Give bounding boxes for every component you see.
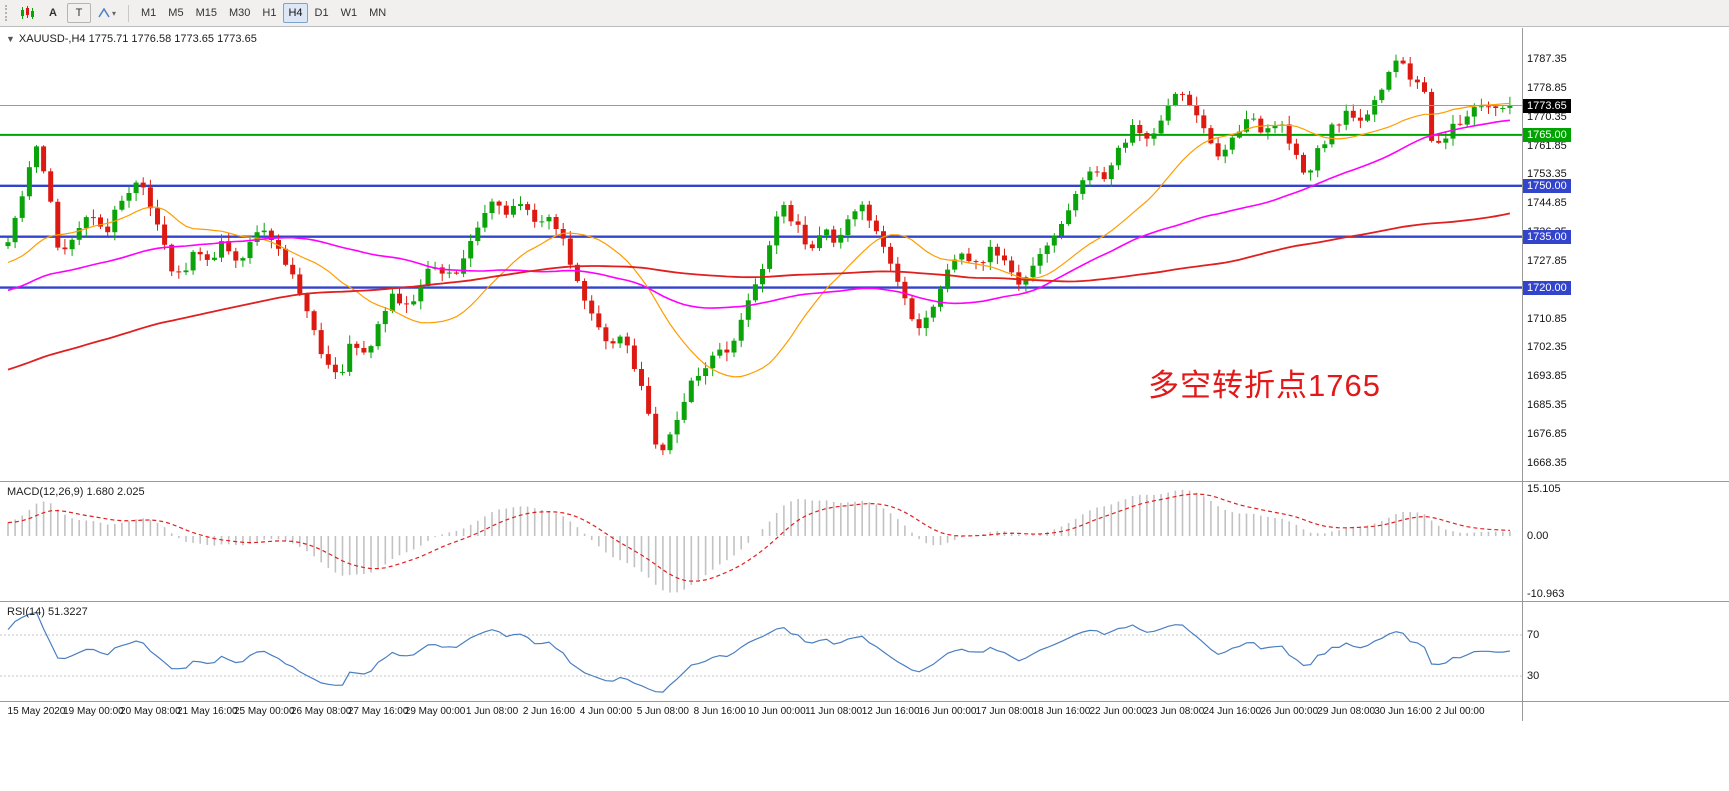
hline-price-badge: 1750.00 <box>1523 178 1571 193</box>
rsi-axis-label: 30 <box>1527 670 1540 682</box>
time-axis-label: 5 Jun 08:00 <box>636 706 689 717</box>
price-axis-border <box>1522 28 1523 721</box>
time-axis-label: 22 Jun 00:00 <box>1089 706 1148 717</box>
time-axis-label: 23 Jun 08:00 <box>1146 706 1205 717</box>
chart-annotation-text[interactable]: 多空转折点1765 <box>1148 368 1381 403</box>
timeframe-button-h1[interactable]: H1 <box>262 7 277 19</box>
time-axis-label: 1 Jun 08:00 <box>465 706 519 717</box>
rsi-label: RSI(14) 51.3227 <box>7 606 88 618</box>
macd-axis-label: 0.00 <box>1527 530 1549 543</box>
toolbar: A T ▾ M1 M5 M15 M30 H1 H4 D1 W1 MN <box>0 0 1729 27</box>
macd-label: MACD(12,26,9) 1.680 2.025 <box>7 486 145 498</box>
toolbar-separator <box>128 4 130 22</box>
time-axis-label: 29 Jun 08:00 <box>1317 706 1376 717</box>
collapse-icon[interactable]: ▼ <box>6 34 15 44</box>
time-axis-label: 11 Jun 08:00 <box>805 706 863 717</box>
chevron-down-icon: ▾ <box>112 8 117 18</box>
time-axis-label: 26 May 08:00 <box>290 706 352 717</box>
timeframe-button-m5[interactable]: M5 <box>168 7 184 19</box>
time-axis-label: 18 Jun 16:00 <box>1032 706 1091 717</box>
timeframe-button-d1[interactable]: D1 <box>314 7 329 19</box>
rsi-axis-label: 70 <box>1527 629 1540 641</box>
time-axis-label: 10 Jun 00:00 <box>747 706 806 717</box>
toolbar-drag-handle[interactable] <box>5 5 9 21</box>
price-axis-label: 1702.35 <box>1527 341 1567 354</box>
timeframe-button-m15[interactable]: M15 <box>195 7 217 19</box>
panel-separator-rsi[interactable] <box>0 601 1729 602</box>
macd-axis-label: 15.105 <box>1527 483 1561 495</box>
time-axis-label: 15 May 2020 <box>7 706 66 717</box>
time-axis-label: 25 May 00:00 <box>233 706 295 717</box>
time-axis-label: 24 Jun 16:00 <box>1203 706 1262 717</box>
timeframe-button-mn[interactable]: MN <box>369 7 387 19</box>
price-axis-label: 1676.85 <box>1527 428 1567 440</box>
price-axis-label: 1761.85 <box>1527 139 1567 152</box>
hline-price-badge: 1765.00 <box>1523 127 1571 142</box>
price-axis-label: 1685.35 <box>1527 399 1567 412</box>
time-axis-label: 2 Jun 16:00 <box>522 706 576 717</box>
price-axis-label: 1693.85 <box>1527 370 1567 383</box>
time-axis-label: 12 Jun 16:00 <box>861 706 920 717</box>
time-axis-label: 19 May 00:00 <box>63 706 124 717</box>
macd-axis-label: -10.963 <box>1527 588 1565 600</box>
hline-price-badge: 1720.00 <box>1523 280 1571 295</box>
time-axis-label: 26 Jun 00:00 <box>1260 706 1319 717</box>
price-axis-label: 1753.35 <box>1527 168 1567 181</box>
time-axis-label: 27 May 16:00 <box>347 706 409 717</box>
shapes-dropdown-button[interactable]: ▾ <box>93 3 121 23</box>
symbol-timeframe-label: XAUUSD-,H4 <box>18 33 86 45</box>
panel-separator-macd[interactable] <box>0 481 1729 482</box>
chart-type-button[interactable] <box>15 3 39 23</box>
time-axis-label: 16 Jun 00:00 <box>918 706 977 717</box>
time-axis-label: 30 Jun 16:00 <box>1374 706 1433 717</box>
chart-ohlc-header: ▼ XAUUSD-,H4 1775.71 1776.58 1773.65 1773… <box>6 33 257 45</box>
macd-indicator-plot[interactable] <box>0 482 1522 601</box>
price-axis-label: 1668.35 <box>1527 456 1567 469</box>
text-tool-button[interactable]: A <box>49 7 57 19</box>
price-axis-label: 1770.35 <box>1527 110 1567 123</box>
price-axis-label: 1778.85 <box>1527 81 1567 94</box>
hline-price-badge: 1735.00 <box>1523 229 1571 244</box>
timeframe-button-m30[interactable]: M30 <box>228 7 251 19</box>
timeframe-button-m1[interactable]: M1 <box>141 7 157 19</box>
price-axis-label: 1744.85 <box>1527 197 1567 210</box>
timeframe-button-w1[interactable]: W1 <box>340 7 358 19</box>
price-axis-label: 1787.35 <box>1527 53 1567 66</box>
time-axis-label: 4 Jun 00:00 <box>579 706 633 717</box>
price-axis-label: 1727.85 <box>1527 254 1567 267</box>
ohlc-values: 1775.71 1776.58 1773.65 1773.65 <box>88 33 257 45</box>
time-axis-label: 29 May 00:00 <box>404 706 466 717</box>
time-axis-label: 8 Jun 16:00 <box>693 706 746 717</box>
price-axis-label: 1710.85 <box>1527 312 1567 325</box>
candlestick-chart-icon <box>21 6 34 19</box>
main-chart-plot[interactable] <box>0 28 1522 481</box>
timeframe-button-h4[interactable]: H4 <box>283 3 308 23</box>
time-axis-label: 20 May 08:00 <box>120 706 181 717</box>
last-price-badge: 1773.65 <box>1523 98 1571 113</box>
time-axis-label: 17 Jun 08:00 <box>975 706 1034 717</box>
timeframe-button-group: M1 M5 M15 M30 H1 H4 D1 W1 MN <box>136 3 391 23</box>
time-axis-label: 21 May 16:00 <box>176 706 238 717</box>
rsi-indicator-plot[interactable] <box>0 602 1522 701</box>
shapes-icon <box>98 7 110 18</box>
time-axis-label: 2 Jul 00:00 <box>1435 706 1485 717</box>
time-axis-border <box>0 701 1729 702</box>
textbox-tool-button[interactable]: T <box>67 3 91 23</box>
